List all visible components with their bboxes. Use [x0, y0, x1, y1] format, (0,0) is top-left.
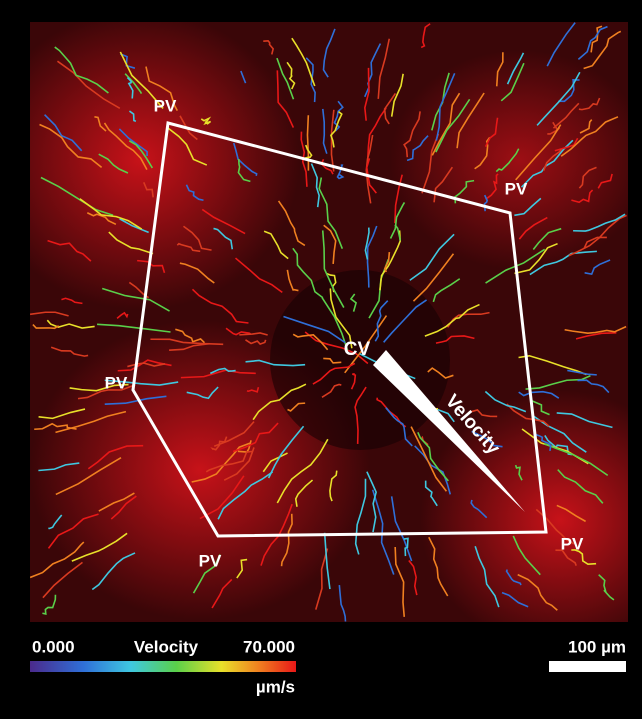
colorbar-unit: µm/s: [256, 677, 295, 696]
figure: PV PV PV PV PV CV Velocity 0.000 Velocit…: [0, 0, 642, 714]
region-label: PV: [105, 373, 128, 392]
region-label: CV: [344, 339, 371, 360]
region-label: PV: [505, 179, 528, 198]
colorbar: [30, 661, 296, 672]
region-label: PV: [199, 551, 222, 570]
colorbar-max: 70.000: [243, 637, 295, 656]
scale-bar-label: 100 µm: [568, 637, 626, 656]
colorbar-min: 0.000: [32, 637, 75, 656]
region-label: PV: [154, 96, 177, 115]
scale-bar: [549, 661, 626, 672]
micrograph: [0, 10, 642, 650]
region-label: PV: [561, 534, 584, 553]
colorbar-title: Velocity: [134, 637, 199, 656]
